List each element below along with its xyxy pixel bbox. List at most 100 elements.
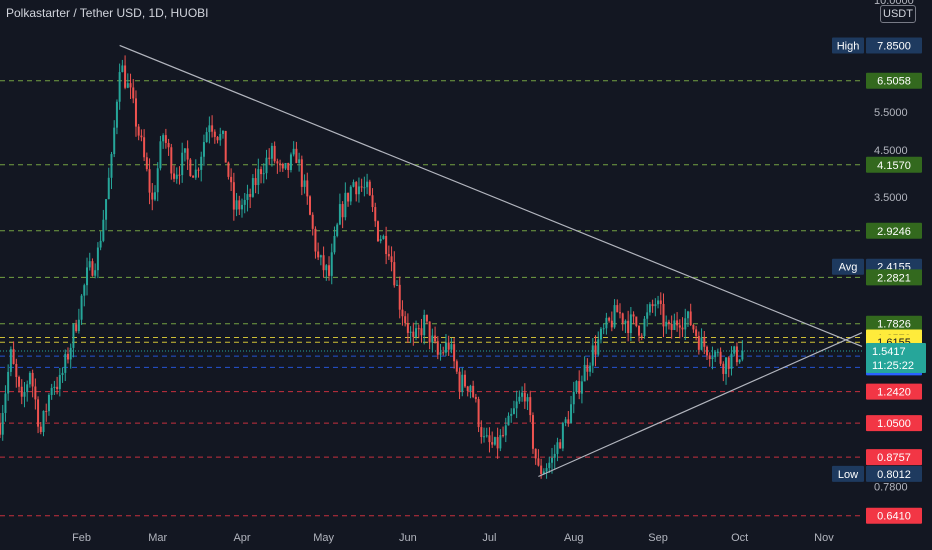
candle-body xyxy=(83,285,86,296)
candle-body xyxy=(444,342,447,353)
candle-body xyxy=(665,321,668,327)
candle-body xyxy=(69,347,72,360)
candle-body xyxy=(404,316,407,324)
candle-body xyxy=(341,204,344,218)
candle-body xyxy=(676,320,679,326)
candle-body xyxy=(551,457,554,463)
candle-body xyxy=(559,442,562,449)
candle-body xyxy=(15,363,18,377)
candle-body xyxy=(132,87,135,99)
candle-body xyxy=(591,345,594,366)
candle-body xyxy=(355,182,358,195)
candle-body xyxy=(703,337,706,347)
symbol-title[interactable]: Polkastarter / Tether USD, 1D, HUOBI xyxy=(6,6,209,20)
trendline-layer[interactable] xyxy=(119,44,863,478)
candle-body xyxy=(1,412,4,435)
candle-body xyxy=(738,359,741,363)
candle-body xyxy=(270,145,273,159)
candle-body xyxy=(488,435,491,443)
candle-body xyxy=(53,386,56,388)
candle-body xyxy=(289,154,292,171)
candle-body xyxy=(725,357,728,374)
time-axis[interactable]: Feb Mar Apr May Jun Jul Aug Sep Oct Nov xyxy=(72,532,834,544)
candle-body xyxy=(518,396,521,402)
candle-body xyxy=(211,125,214,132)
candle-body xyxy=(192,175,195,178)
candle-body xyxy=(156,168,159,193)
candle-body xyxy=(635,316,638,326)
candle-body xyxy=(618,312,621,314)
candle-body xyxy=(643,318,646,336)
candle-body xyxy=(640,335,643,337)
candle-body xyxy=(213,131,216,137)
candle-body xyxy=(18,376,21,387)
candle-body xyxy=(594,345,597,355)
current-price-label: 1.5417 xyxy=(872,346,906,358)
candle-body xyxy=(216,136,219,141)
candle-body xyxy=(597,339,600,355)
candle-body xyxy=(91,261,94,276)
candle-body xyxy=(425,314,428,322)
candle-body xyxy=(697,335,700,350)
candle-body xyxy=(586,364,589,372)
candle-body xyxy=(515,401,518,409)
trendline[interactable] xyxy=(538,332,863,478)
candle-body xyxy=(145,157,148,170)
trendline[interactable] xyxy=(119,44,863,347)
currency-button[interactable]: USDT xyxy=(880,5,916,23)
candle-body xyxy=(303,180,306,187)
candle-body xyxy=(662,303,665,327)
candle-body xyxy=(708,355,711,360)
candle-body xyxy=(491,442,494,445)
candle-body xyxy=(347,192,350,202)
candle-body xyxy=(692,325,695,330)
candle-body xyxy=(178,174,181,176)
candle-body xyxy=(379,239,382,242)
candle-body xyxy=(564,419,567,424)
candle-body xyxy=(387,254,390,257)
candle-body xyxy=(722,363,725,374)
candle-body xyxy=(608,317,611,321)
candle-body xyxy=(200,156,203,170)
candle-body xyxy=(295,148,298,163)
price-tick-label: 10.0000 xyxy=(874,0,914,7)
price-tick-label: 5.5000 xyxy=(874,107,908,119)
candle-body xyxy=(548,462,551,469)
candle-body xyxy=(333,235,336,253)
price-label-box xyxy=(866,72,922,89)
candle-body xyxy=(349,186,352,202)
time-tick-label: Nov xyxy=(814,532,834,544)
candle-body xyxy=(260,169,263,175)
candle-body xyxy=(0,423,1,435)
candle-body xyxy=(292,148,295,155)
candle-body xyxy=(268,157,271,159)
candle-body xyxy=(638,325,641,336)
candle-body xyxy=(534,448,537,459)
price-label: 6.5058 xyxy=(877,76,911,88)
candle-body xyxy=(186,148,189,160)
current-price-box xyxy=(866,342,926,373)
candle-body xyxy=(194,169,197,178)
candle-body xyxy=(319,255,322,258)
candle-body xyxy=(447,342,450,350)
candle-body xyxy=(583,364,586,382)
candle-body xyxy=(570,404,573,424)
candle-body xyxy=(105,199,108,220)
time-tick-label: Jul xyxy=(482,532,496,544)
candle-body xyxy=(20,386,23,397)
candle-body xyxy=(719,351,722,364)
candle-body xyxy=(344,192,347,218)
price-tag: High xyxy=(837,40,860,52)
candle-body xyxy=(714,351,717,358)
candle-body xyxy=(197,169,200,171)
countdown-label: 11:25:22 xyxy=(872,360,914,372)
price-label: 1.7826 xyxy=(877,319,911,331)
candle-body xyxy=(711,357,714,360)
price-label-box xyxy=(866,269,922,286)
candle-body xyxy=(99,240,102,248)
candle-body xyxy=(208,125,211,133)
candle-body xyxy=(521,392,524,397)
candle-body xyxy=(325,265,328,271)
candle-body xyxy=(279,163,282,165)
